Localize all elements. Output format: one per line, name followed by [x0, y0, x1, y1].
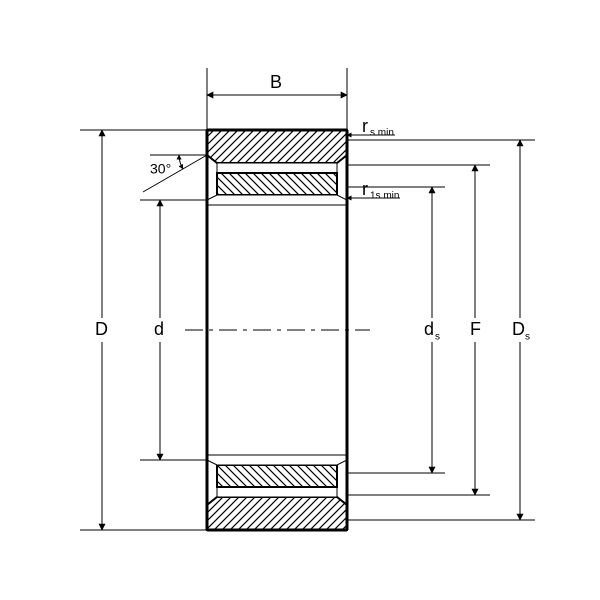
r-1smin-r: r [362, 179, 368, 199]
outer-ring-top [207, 130, 347, 163]
inner-ring-edge-top [207, 195, 347, 205]
upper-half [207, 130, 347, 330]
dim-D-label: D [95, 319, 108, 339]
chamfer-angle-label: 30° [150, 161, 171, 177]
dim-ds-sub: s [435, 332, 440, 343]
dim-ds: d s [420, 187, 446, 473]
dim-Ds-sub: s [525, 332, 530, 343]
dim-r-1smin: r 1s min [347, 179, 400, 202]
r-1smin-sub: 1s min [370, 191, 399, 202]
dim-B-label: B [270, 72, 282, 92]
outer-ring-bottom [207, 497, 347, 530]
cage-strip-bottom [217, 487, 337, 497]
dim-F-label: F [470, 319, 481, 339]
bearing-cross-section-diagram: 30° B D d d s [0, 0, 600, 600]
dim-Ds: D s [508, 140, 536, 520]
inner-ring-edge-bottom [207, 455, 347, 465]
dim-ds-label: d [424, 319, 434, 339]
roller-top [217, 173, 337, 195]
dim-Ds-label: D [512, 319, 525, 339]
dim-d-label: d [154, 319, 164, 339]
r-smin-r: r [362, 116, 368, 136]
dim-r-smin: r s min [347, 116, 395, 139]
dim-B: B [207, 68, 347, 130]
lower-half [207, 330, 347, 530]
roller-bottom [217, 465, 337, 487]
cage-strip-top [217, 163, 337, 173]
r-smin-sub: s min [370, 128, 394, 139]
chamfer-angle: 30° [143, 155, 207, 192]
dim-F: F [465, 165, 487, 495]
